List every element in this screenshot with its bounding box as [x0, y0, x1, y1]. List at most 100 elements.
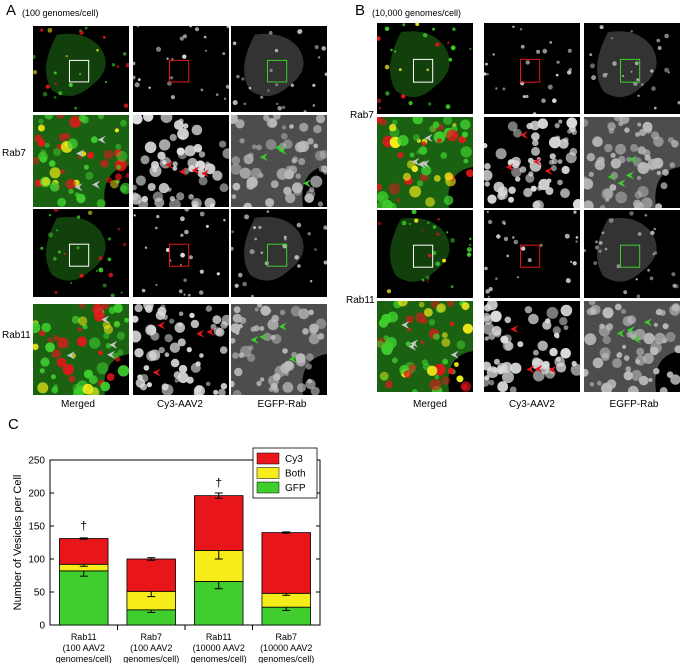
panel-b-egfp-2	[584, 210, 680, 298]
panel-a-cy3-3	[133, 304, 229, 395]
arrowhead-icon	[97, 135, 106, 144]
arrowhead-icon	[607, 172, 616, 181]
panel-a-cy3-3-image	[133, 304, 229, 395]
bar-segment-gfp	[59, 570, 109, 626]
arrowhead-icon	[629, 155, 638, 164]
panel-a-cy3-1-image	[133, 115, 229, 207]
y-tick-label: 250	[28, 456, 45, 467]
panel-b-merged-0-image	[377, 23, 472, 110]
arrowhead-icon	[534, 364, 543, 373]
panel-a-letter: A	[6, 2, 17, 19]
arrowhead-icon	[544, 166, 553, 175]
arrowhead-icon	[401, 321, 410, 330]
panel-b-merged-1	[377, 117, 473, 208]
arrowhead-icon	[259, 153, 268, 162]
panel-a-cy3-2-image	[133, 209, 226, 297]
arrowhead-icon	[408, 342, 417, 351]
arrowhead-icon	[450, 350, 459, 359]
panel-b-cy3-1	[484, 117, 580, 208]
panel-b-egfp-0	[584, 23, 680, 114]
legend-label-cy3: Cy3	[285, 454, 303, 465]
arrowhead-icon	[643, 318, 652, 327]
arrowhead-icon	[616, 329, 625, 338]
panel-c-letter: C	[8, 416, 19, 433]
zoom-region-box	[519, 244, 541, 268]
panel-b-merged-2-image	[377, 210, 472, 294]
panel-a-merged-0	[33, 26, 129, 112]
arrowhead-icon	[191, 166, 200, 175]
legend-label-gfp: GFP	[285, 483, 306, 494]
panel-b-cy3-1-image	[484, 117, 580, 208]
panel-b-merged-3-image	[377, 301, 473, 392]
zoom-region-box	[168, 243, 190, 267]
legend-swatch-cy3	[256, 452, 280, 465]
arrowhead-icon	[74, 183, 83, 192]
panel-b-egfp-2-image	[584, 211, 679, 298]
panel-b-cy3-3	[484, 301, 580, 392]
arrowhead-icon	[278, 146, 287, 155]
arrowhead-icon	[278, 322, 287, 331]
y-tick-label: 100	[28, 555, 45, 566]
arrowhead-icon	[288, 355, 297, 364]
legend-swatch-gfp	[256, 481, 280, 494]
x-tick-label: genomes/cell)	[56, 654, 112, 663]
arrowhead-icon	[505, 163, 514, 172]
panel-b-cy3-2-image	[484, 210, 579, 298]
arrowhead-icon	[519, 130, 528, 139]
bar-segment-cy3	[194, 495, 244, 551]
panel-a-condition: (100 genomes/cell)	[22, 8, 99, 18]
panel-a-egfp-3	[231, 304, 327, 395]
arrowhead-icon	[417, 160, 426, 169]
bar-segment-cy3	[261, 532, 311, 594]
arrowhead-icon	[91, 180, 100, 189]
x-tick-label: Rab7	[140, 632, 162, 642]
arrowhead-icon	[510, 325, 519, 334]
x-tick-label: genomes/cell)	[258, 654, 314, 663]
panel-b-egfp-1-image	[584, 117, 680, 208]
zoom-region-box	[519, 58, 541, 83]
arrowhead-icon	[421, 159, 430, 168]
panel-a-col-cy3: Cy3-AAV2	[157, 399, 203, 410]
arrowhead-icon	[632, 335, 641, 344]
panel-b-merged-1-image	[377, 117, 473, 208]
panel-a-merged-3-image	[33, 304, 129, 395]
panel-a-cy3-0-image	[133, 26, 229, 101]
panel-a-col-egfp: EGFP-Rab	[257, 399, 307, 410]
arrowhead-icon	[302, 179, 311, 188]
arrowhead-icon	[250, 335, 259, 344]
arrowhead-icon	[76, 149, 85, 158]
y-tick-label: 200	[28, 489, 45, 500]
arrowhead-icon	[109, 340, 118, 349]
panel-a-egfp-1-image	[231, 115, 327, 207]
zoom-region-box	[266, 59, 288, 83]
panel-b-merged-2	[377, 210, 473, 298]
legend-label-both: Both	[285, 469, 306, 480]
arrowhead-icon	[617, 179, 626, 188]
x-tick-label: (100 AAV2	[63, 643, 105, 653]
zoom-region-box	[68, 59, 90, 83]
x-tick-label: (100 AAV2	[130, 643, 172, 653]
panel-b-col-cy3: Cy3-AAV2	[509, 399, 555, 410]
arrowhead-icon	[107, 350, 116, 359]
panel-a-merged-3	[33, 304, 129, 395]
zoom-region-box	[412, 58, 434, 83]
bar-segment-cy3	[126, 558, 176, 592]
zoom-region-box	[619, 58, 641, 83]
panel-a-egfp-0-image	[232, 29, 327, 112]
x-tick-label: Rab7	[275, 632, 297, 642]
x-tick-label: (10000 AAV2	[260, 643, 312, 653]
significance-dagger: †	[215, 476, 222, 490]
panel-b-row-label-rab11: Rab11	[346, 295, 375, 306]
panel-a-cy3-0	[133, 26, 229, 112]
arrowhead-icon	[157, 321, 166, 330]
panel-b-egfp-0-image	[589, 25, 680, 110]
y-tick-label: 0	[39, 621, 45, 632]
panel-b-egfp-1	[584, 117, 680, 208]
x-tick-label: Rab11	[71, 632, 97, 642]
panel-b-merged-0	[377, 23, 473, 114]
y-tick-label: 150	[28, 522, 45, 533]
arrowhead-icon	[625, 171, 634, 180]
panel-a-cy3-1	[133, 115, 229, 207]
arrowhead-icon	[424, 134, 433, 143]
panel-b-cy3-2	[484, 210, 580, 298]
